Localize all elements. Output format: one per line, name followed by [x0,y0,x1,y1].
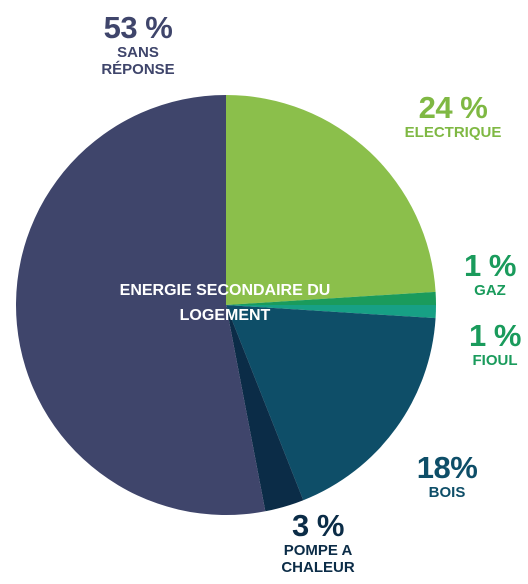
value-label: 24 % [418,90,488,125]
pie-slice [226,95,436,305]
slice-label: 1 % GAZ [460,250,520,299]
category-label: BOIS [428,484,466,501]
category-label: POMPE A CHALEUR [281,542,355,576]
chart-title: ENERGIE SECONDAIRE DU LOGEMENT [119,282,331,324]
value-label: 1 % [464,248,516,283]
pie-slice [226,305,304,512]
slice-label: 3 % POMPE A CHALEUR [271,510,366,576]
slice-label: 1 % FIOUL [465,320,525,369]
slice-label: 24 % ELECTRIQUE [383,92,523,141]
category-label: GAZ [474,282,506,299]
pie-slice [16,95,266,515]
value-label: 1 % [469,318,521,353]
slice-label: 53 % SANS RÉPONSE [83,12,193,78]
category-label: ELECTRIQUE [404,124,502,141]
value-label: 18% [416,450,478,485]
value-label: 3 % [292,508,344,543]
pie-slice [226,305,436,319]
category-label: FIOUL [472,352,518,369]
pie-slice [226,291,436,305]
pie-slice [226,305,436,501]
slice-label: 18% BOIS [407,452,487,501]
value-label: 53 % [103,10,173,45]
category-label: SANS RÉPONSE [101,44,175,78]
